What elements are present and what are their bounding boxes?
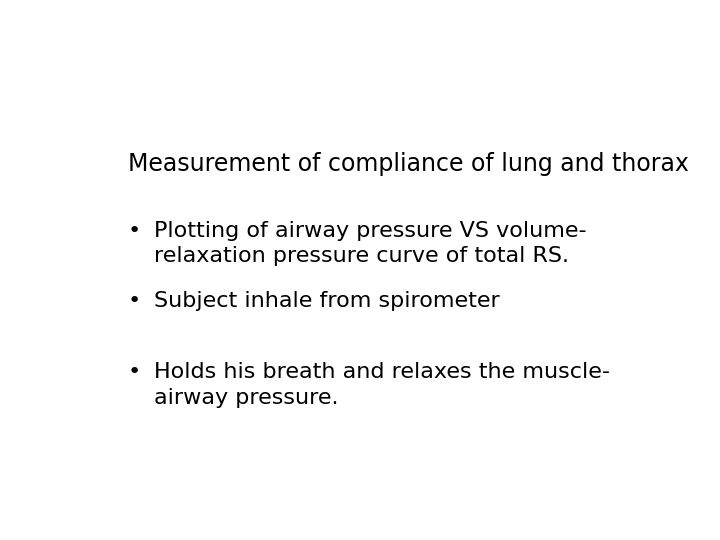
Text: •: •: [128, 221, 141, 241]
Text: •: •: [128, 292, 141, 312]
Text: Subject inhale from spirometer: Subject inhale from spirometer: [154, 292, 500, 312]
Text: •: •: [128, 362, 141, 382]
Text: Holds his breath and relaxes the muscle-
airway pressure.: Holds his breath and relaxes the muscle-…: [154, 362, 610, 408]
Text: Measurement of compliance of lung and thorax: Measurement of compliance of lung and th…: [128, 152, 689, 176]
Text: Plotting of airway pressure VS volume-
relaxation pressure curve of total RS.: Plotting of airway pressure VS volume- r…: [154, 221, 587, 266]
